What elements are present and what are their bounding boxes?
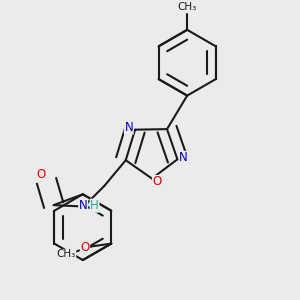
Text: N: N [124,121,133,134]
Text: O: O [37,168,46,181]
Text: N: N [79,199,88,212]
Text: O: O [80,241,90,254]
Text: CH₃: CH₃ [178,2,197,12]
Text: O: O [152,176,162,188]
Text: H: H [90,199,99,212]
Text: N: N [179,152,188,164]
Text: CH₃: CH₃ [56,250,76,260]
